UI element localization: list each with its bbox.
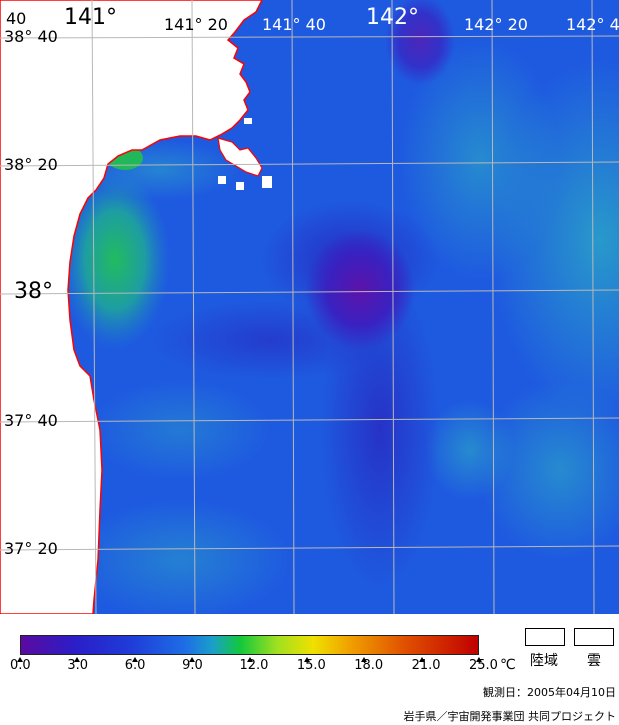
scale-tick-mark: [74, 657, 81, 662]
lat-label-37-20: 37° 20: [4, 539, 58, 558]
lat-label-37-40: 37° 40: [4, 411, 58, 430]
scale-tick-mark: [246, 657, 253, 662]
scale-tick-mark: [131, 657, 138, 662]
unit-label: ℃: [500, 657, 516, 673]
credit-text: 岩手県／宇宙開発事業団 共同プロジェクト: [403, 710, 617, 723]
land-label: 陸域: [530, 653, 558, 669]
lat-label-38: 38°: [14, 279, 53, 304]
lon-label-141: 141°: [64, 5, 117, 30]
lon-label-142: 142°: [366, 5, 419, 30]
lon-label-141-40: 141° 40: [262, 15, 326, 34]
lat-label-38-40: 38° 40: [4, 27, 58, 46]
color-scale-bar: [20, 635, 479, 655]
scale-tick-label: 6.0: [124, 658, 146, 673]
lat-label-38-20: 38° 20: [4, 155, 58, 174]
scale-tick-mark: [361, 657, 368, 662]
scale-tick-mark: [418, 657, 425, 662]
scale-tick-mark: [189, 657, 196, 662]
temperature-patches: [60, 0, 619, 614]
cloud-swatch: [574, 628, 614, 646]
scale-tick-label: 3.0: [67, 658, 89, 673]
lon-label-141-20: 141° 20: [164, 15, 228, 34]
scale-tick-label: 18.0: [354, 658, 384, 673]
scale-tick-mark: [476, 657, 482, 662]
cloud-pixel: [218, 176, 226, 184]
cloud-pixel: [262, 176, 272, 188]
scale-tick-label: 12.0: [239, 658, 269, 673]
scale-tick-mark: [17, 657, 23, 662]
cloud-pixel: [244, 118, 252, 124]
scale-tick-label: 15.0: [296, 658, 326, 673]
scale-tick-mark: [303, 657, 310, 662]
sea-temperature-map: 40 141° 141° 20 141° 40 142° 142° 20 142…: [0, 0, 619, 614]
cloud-label: 雲: [587, 653, 601, 669]
lon-label-142-40: 142° 4: [566, 15, 619, 34]
observation-date: 観測日：2005年04月10日: [483, 686, 616, 699]
scale-tick-label: 0.0: [10, 658, 31, 673]
cloud-pixel: [236, 182, 244, 190]
lon-label-partial: 40: [6, 9, 26, 28]
grid-lines: [0, 0, 619, 614]
scale-tick-label: 25.0: [469, 658, 498, 673]
land-swatch: [525, 628, 565, 646]
inlet-land: [217, 137, 263, 177]
scale-tick-label: 21.0: [411, 658, 441, 673]
lon-label-142-20: 142° 20: [464, 15, 528, 34]
legend: 0.0 3.0 6.0 9.0 12.0 15.0 18.0 21.0 25.0 ℃ 陸域 雲 …: [0, 614, 619, 725]
scale-tick-label: 9.0: [182, 658, 203, 673]
land-mass: [0, 0, 263, 614]
